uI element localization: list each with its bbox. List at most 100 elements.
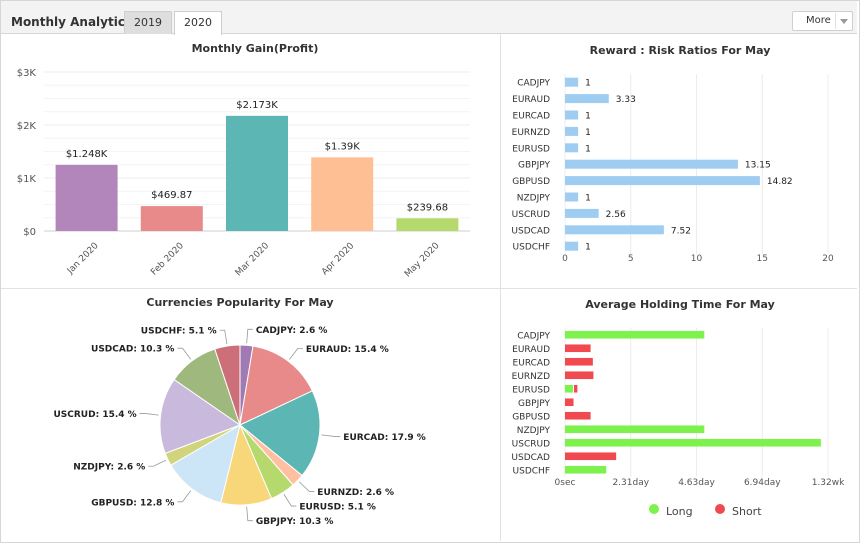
pie-connector bbox=[321, 434, 341, 437]
y-tick-label: EURUSD bbox=[512, 144, 550, 154]
bar-data-label: 1 bbox=[585, 144, 591, 154]
y-tick-label: USDCAD bbox=[511, 226, 550, 236]
bar bbox=[565, 94, 609, 104]
chart-title-reward-risk: Reward : Risk Ratios For May bbox=[589, 44, 771, 57]
legend-marker bbox=[715, 504, 725, 514]
pie-connector bbox=[246, 506, 253, 522]
x-tick-label: 0 bbox=[562, 254, 568, 264]
bar bbox=[565, 225, 664, 235]
y-tick-label: $3K bbox=[17, 68, 37, 79]
tab-2020[interactable]: 2020 bbox=[174, 11, 222, 35]
y-tick-label: GBPUSD bbox=[512, 412, 550, 422]
pie-slice bbox=[159, 378, 242, 455]
chart-title-monthly-gain: Monthly Gain(Profit) bbox=[191, 42, 319, 55]
y-tick-label: EURNZD bbox=[512, 128, 550, 138]
y-tick-label: EURAUD bbox=[512, 95, 550, 105]
panel-title: Monthly Analytics bbox=[11, 15, 133, 29]
pie-data-label: USDCAD: 10.3 % bbox=[91, 345, 174, 355]
bar bbox=[565, 425, 705, 434]
bar-data-label: $1.248K bbox=[66, 149, 108, 160]
bar bbox=[565, 357, 593, 366]
bar bbox=[565, 371, 594, 380]
bar bbox=[311, 157, 374, 231]
pie-connector bbox=[177, 347, 192, 360]
bar bbox=[226, 115, 288, 231]
chart-title-currencies: Currencies Popularity For May bbox=[146, 296, 334, 309]
y-tick-label: USDCAD bbox=[511, 453, 550, 463]
bar bbox=[396, 218, 459, 231]
pie-connector bbox=[289, 347, 303, 360]
bar-data-label: 1 bbox=[585, 79, 591, 89]
pie-data-label: USCRUD: 15.4 % bbox=[53, 410, 136, 420]
x-tick-label: 5 bbox=[628, 254, 634, 264]
bar bbox=[565, 344, 591, 353]
bar bbox=[55, 164, 118, 231]
bar bbox=[565, 208, 599, 218]
horizontal-divider bbox=[1, 288, 857, 289]
bar bbox=[565, 452, 617, 461]
bar bbox=[565, 241, 579, 251]
y-tick-label: USCRUD bbox=[512, 439, 550, 449]
y-tick-label: EURNZD bbox=[512, 372, 550, 382]
pie-slice bbox=[214, 344, 241, 426]
y-tick-label: USDCHF bbox=[513, 466, 550, 476]
bar-data-label: $239.68 bbox=[407, 202, 448, 213]
bar bbox=[140, 206, 203, 231]
pie-connector bbox=[283, 494, 297, 507]
chevron-down-icon[interactable] bbox=[835, 13, 852, 29]
panel-header: Monthly Analytics 2019 2020 More bbox=[1, 1, 857, 35]
bar bbox=[565, 330, 705, 339]
x-tick-label: Feb 2020 bbox=[149, 241, 186, 278]
y-tick-label: GBPJPY bbox=[518, 161, 550, 171]
x-tick-label: 2.31day bbox=[612, 478, 649, 488]
y-tick-label: USCRUD bbox=[512, 210, 550, 220]
bar-data-label: 14.82 bbox=[767, 177, 793, 187]
bar-data-label: 2.56 bbox=[606, 210, 626, 220]
x-tick-label: 10 bbox=[691, 254, 703, 264]
pie-data-label: NZDJPY: 2.6 % bbox=[73, 463, 145, 473]
x-tick-label: May 2020 bbox=[403, 241, 442, 280]
pie-connector bbox=[246, 328, 253, 344]
bar-data-label: 7.52 bbox=[671, 226, 691, 236]
y-tick-label: NZDJPY bbox=[517, 426, 551, 436]
bar bbox=[565, 384, 573, 393]
bar-data-label: $469.87 bbox=[151, 190, 192, 201]
bar bbox=[565, 126, 579, 136]
x-tick-label: Jan 2020 bbox=[65, 241, 101, 277]
pie-connector bbox=[219, 329, 228, 345]
pie-connector bbox=[298, 481, 315, 492]
pie-slice bbox=[239, 345, 314, 426]
bar bbox=[573, 384, 578, 393]
bar-data-label: 3.33 bbox=[616, 95, 636, 105]
x-tick-label: 1.32wk bbox=[812, 478, 845, 488]
bar bbox=[565, 398, 574, 407]
chart-title-holding-time: Average Holding Time For May bbox=[585, 298, 775, 311]
x-tick-label: 0sec bbox=[555, 478, 576, 488]
bar bbox=[565, 465, 607, 474]
more-dropdown[interactable]: More bbox=[792, 11, 853, 31]
x-tick-label: Mar 2020 bbox=[234, 241, 271, 278]
y-tick-label: GBPUSD bbox=[512, 177, 550, 187]
bar-data-label: 1 bbox=[585, 243, 591, 253]
y-tick-label: CADJPY bbox=[517, 79, 550, 89]
pie-connector bbox=[177, 490, 192, 503]
bar bbox=[565, 77, 579, 87]
pie-data-label: EURNZD: 2.6 % bbox=[317, 488, 394, 498]
y-tick-label: CADJPY bbox=[517, 331, 550, 341]
y-tick-label: USDCHF bbox=[513, 243, 550, 253]
y-tick-label: $0 bbox=[23, 227, 36, 238]
bar-data-label: 1 bbox=[585, 112, 591, 122]
bar bbox=[565, 411, 591, 420]
tab-2019[interactable]: 2019 bbox=[124, 11, 172, 34]
vertical-divider bbox=[500, 34, 501, 541]
pie-slice bbox=[170, 423, 241, 504]
bar bbox=[565, 438, 821, 447]
bar-data-label: 1 bbox=[585, 194, 591, 204]
y-tick-label: $2K bbox=[17, 121, 37, 132]
bar bbox=[565, 192, 579, 202]
x-tick-label: 4.63day bbox=[678, 478, 715, 488]
pie-data-label: CADJPY: 2.6 % bbox=[256, 326, 328, 336]
pie-connector bbox=[139, 413, 159, 416]
y-tick-label: EURCAD bbox=[513, 358, 551, 368]
